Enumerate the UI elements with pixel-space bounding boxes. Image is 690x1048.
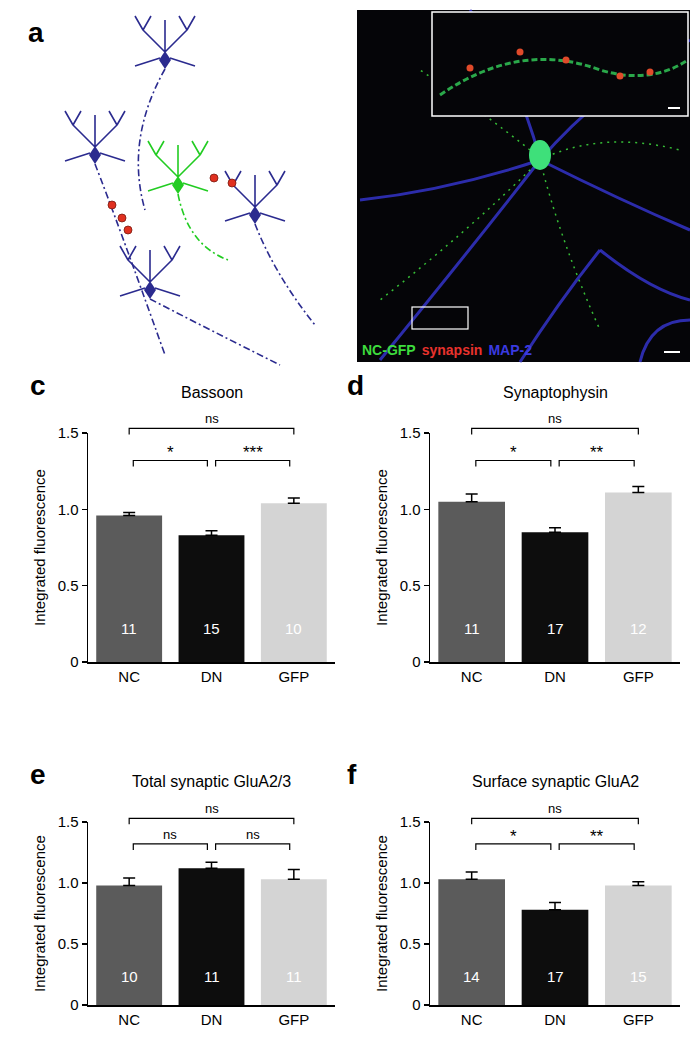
svg-text:17: 17 [547, 968, 564, 985]
svg-text:NC: NC [118, 668, 140, 685]
svg-text:Integrated fluorescence: Integrated fluorescence [373, 469, 390, 626]
svg-text:DN: DN [201, 668, 223, 685]
svg-text:a: a [28, 17, 44, 48]
svg-text:ns: ns [205, 411, 219, 426]
svg-text:11: 11 [464, 620, 480, 637]
svg-text:**: ** [590, 827, 604, 846]
svg-text:NC: NC [461, 668, 483, 685]
svg-text:0: 0 [70, 653, 78, 670]
svg-text:17: 17 [547, 620, 564, 637]
svg-text:Integrated fluorescence: Integrated fluorescence [373, 835, 390, 992]
svg-text:Integrated fluorescence: Integrated fluorescence [31, 835, 48, 992]
svg-text:***: *** [243, 443, 263, 462]
svg-text:15: 15 [630, 968, 647, 985]
svg-text:*: * [167, 443, 174, 462]
svg-text:Surface synaptic GluA2: Surface synaptic GluA2 [472, 773, 639, 790]
svg-text:11: 11 [286, 968, 302, 985]
svg-text:0: 0 [70, 996, 78, 1013]
svg-text:ns: ns [548, 801, 562, 816]
svg-text:Synaptophysin: Synaptophysin [503, 384, 608, 401]
svg-text:1.0: 1.0 [400, 501, 421, 518]
svg-text:NC: NC [118, 1011, 140, 1028]
svg-text:0.5: 0.5 [58, 935, 79, 952]
svg-text:Bassoon: Bassoon [181, 384, 243, 401]
svg-text:*: * [510, 827, 517, 846]
svg-text:0: 0 [412, 996, 420, 1013]
svg-text:ns: ns [205, 801, 219, 816]
svg-text:15: 15 [203, 620, 220, 637]
svg-text:1.5: 1.5 [58, 424, 79, 441]
svg-text:1.5: 1.5 [400, 813, 421, 830]
svg-text:1.5: 1.5 [400, 424, 421, 441]
svg-text:10: 10 [121, 968, 138, 985]
svg-text:NC: NC [461, 1011, 483, 1028]
svg-text:DN: DN [201, 1011, 223, 1028]
svg-text:11: 11 [204, 968, 220, 985]
svg-text:Integrated fluorescence: Integrated fluorescence [31, 469, 48, 626]
svg-text:0.5: 0.5 [400, 935, 421, 952]
svg-text:ns: ns [548, 411, 562, 426]
svg-text:DN: DN [544, 668, 566, 685]
svg-text:0.5: 0.5 [58, 577, 79, 594]
svg-text:GFP: GFP [623, 668, 654, 685]
svg-text:DN: DN [544, 1011, 566, 1028]
svg-text:11: 11 [121, 620, 137, 637]
svg-text:1.0: 1.0 [58, 501, 79, 518]
svg-text:c: c [30, 370, 46, 401]
svg-text:GFP: GFP [623, 1011, 654, 1028]
svg-text:f: f [347, 759, 357, 790]
svg-text:*: * [510, 443, 517, 462]
svg-text:1.0: 1.0 [400, 874, 421, 891]
svg-text:10: 10 [285, 620, 302, 637]
svg-text:**: ** [590, 443, 604, 462]
svg-text:GFP: GFP [278, 668, 309, 685]
svg-text:0.5: 0.5 [400, 577, 421, 594]
svg-text:e: e [30, 759, 46, 790]
svg-text:14: 14 [463, 968, 480, 985]
svg-text:d: d [347, 370, 364, 401]
svg-text:0: 0 [412, 653, 420, 670]
svg-text:ns: ns [163, 827, 177, 842]
svg-text:NC-GFPsynapsinMAP-2: NC-GFPsynapsinMAP-2 [362, 342, 532, 358]
svg-text:1.5: 1.5 [58, 813, 79, 830]
svg-text:1.0: 1.0 [58, 874, 79, 891]
svg-text:Total synaptic GluA2/3: Total synaptic GluA2/3 [132, 773, 291, 790]
svg-text:ns: ns [246, 827, 260, 842]
svg-text:GFP: GFP [278, 1011, 309, 1028]
svg-text:12: 12 [630, 620, 647, 637]
